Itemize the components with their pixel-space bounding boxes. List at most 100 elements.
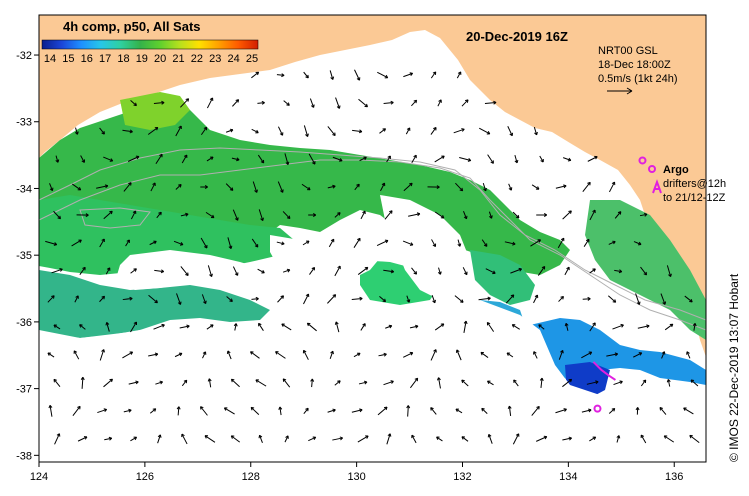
current-arrow [633,352,643,358]
cloud-mask [39,195,706,462]
current-arrow [481,407,488,415]
current-arrow [614,211,622,219]
current-arrow [277,126,284,136]
date-title: 20-Dec-2019 16Z [466,29,568,44]
current-arrow [155,153,163,165]
current-arrow [352,129,363,134]
current-arrow [383,269,395,274]
current-arrow [327,408,336,413]
current-arrow [180,212,189,217]
current-arrow [587,155,598,162]
current-arrow [480,351,489,358]
current-arrow [148,352,159,357]
current-arrow [327,184,336,189]
current-arrow [484,100,497,105]
current-arrow [690,379,699,387]
current-arrow [72,183,82,191]
current-arrow [282,378,291,388]
current-arrow [334,265,341,277]
current-arrow [354,183,360,191]
current-arrow [251,296,259,301]
current-arrow [207,378,212,388]
current-arrow [175,125,182,137]
current-arrow [430,71,437,79]
current-arrow [360,210,366,220]
current-arrow [123,182,132,192]
current-arrow [54,433,61,445]
current-arrow [507,405,512,416]
current-arrow [258,322,264,331]
current-arrow [409,377,419,389]
colorbar-label: 24 [228,53,240,65]
drifter-label-line1: drifters@12h [663,178,726,190]
y-tick-label: -36 [16,317,32,329]
current-arrow [250,406,260,415]
current-arrow [378,352,387,357]
current-arrow [411,99,418,107]
current-arrow [514,154,519,164]
map-plot-area [38,15,707,462]
current-arrow [232,99,240,107]
current-arrow [53,324,61,330]
current-arrow [614,269,623,274]
current-arrow [659,407,667,415]
current-arrow [105,322,110,332]
current-arrow [309,266,316,275]
current-arrow [539,377,544,388]
current-arrow [562,210,572,220]
current-arrow [434,211,445,219]
current-arrow [96,184,109,189]
current-arrow [223,407,235,415]
colorbar-label: 17 [99,53,111,65]
x-tick-label: 130 [347,471,365,483]
current-arrow [616,435,621,443]
current-arrow [434,155,445,163]
current-arrow [332,436,344,441]
current-arrow [564,266,570,276]
current-arrow [99,238,105,248]
scale-arrow [607,87,633,95]
current-arrow [232,266,239,276]
current-arrow [453,128,465,134]
current-arrow [684,295,693,303]
current-arrow [176,293,182,305]
current-arrow [436,377,441,389]
current-arrow [608,240,616,245]
current-arrow [538,324,545,330]
colorbar-label: 22 [191,53,203,65]
current-arrow [226,296,233,302]
current-arrow [351,296,363,301]
current-arrow [251,238,259,248]
current-arrow [635,293,641,305]
current-arrow [437,99,442,107]
current-arrow [233,323,238,331]
current-arrow [505,294,515,304]
current-arrow [637,324,650,329]
current-arrow [589,322,596,332]
current-arrow [689,434,700,444]
current-arrow [258,209,264,221]
current-arrow [531,405,540,416]
current-arrow [583,238,590,247]
current-arrow [99,127,105,135]
current-arrow [76,213,89,218]
current-arrow [409,324,419,329]
current-arrow [74,127,79,135]
current-arrow [200,126,208,136]
current-arrow [608,408,616,414]
current-arrow [461,99,469,107]
current-arrow [282,268,291,273]
current-arrow [51,268,63,274]
current-arrow [581,408,592,413]
current-arrow [128,380,139,385]
current-arrow [225,183,234,191]
current-arrow [130,100,137,107]
current-arrow [149,240,157,246]
current-arrow [130,268,137,274]
current-arrow [353,352,361,358]
current-arrow [53,210,61,220]
current-arrow [411,154,417,164]
current-arrow [354,69,361,81]
current-arrow [303,407,309,415]
current-arrow [147,126,159,135]
